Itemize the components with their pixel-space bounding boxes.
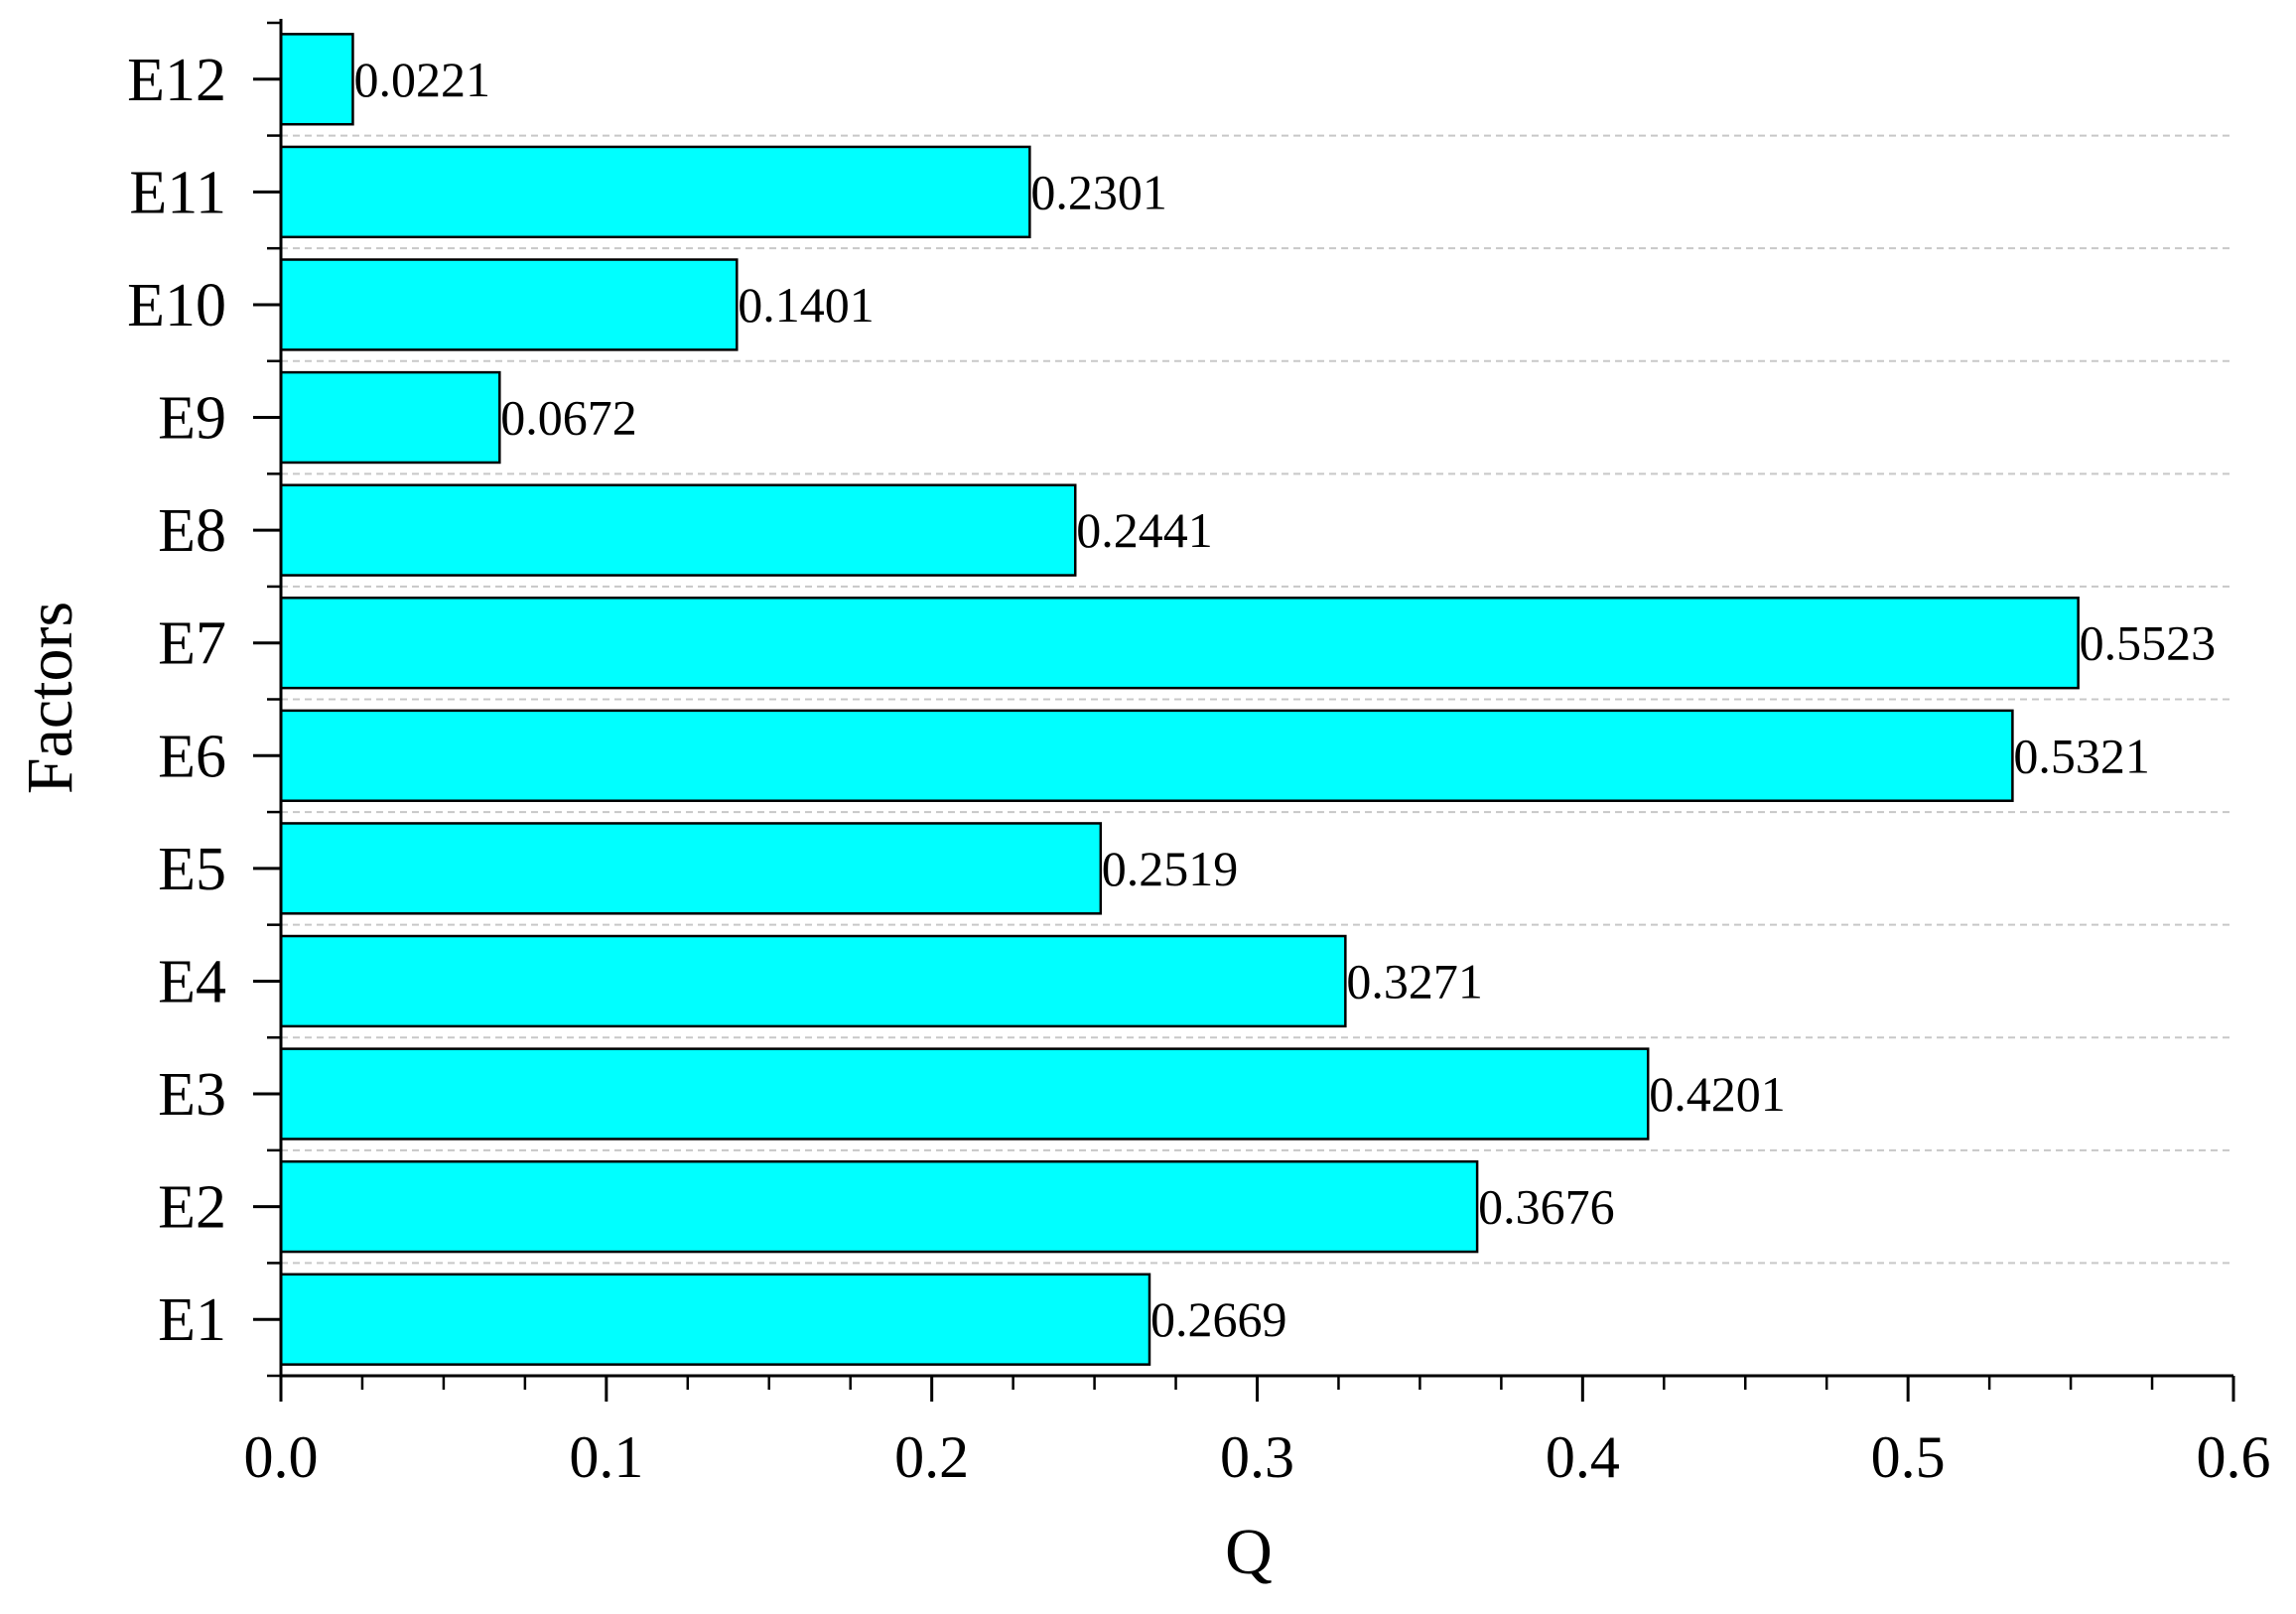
- x-tick-label: 0.4: [1546, 1424, 1620, 1490]
- axes: E1 E2 E3 E4 E5 E6 E7 E8 E9 E10 E11 E12 0.0 0.1 0.2 0.3 0…: [127, 19, 2271, 1490]
- bar-value-label: 0.1401: [738, 277, 875, 333]
- y-tick-label: E10: [127, 272, 226, 339]
- y-tick-label: E12: [127, 47, 226, 114]
- bar-value-label: 0.2519: [1102, 841, 1239, 896]
- bar-value-label: 0.4201: [1649, 1066, 1786, 1122]
- bar-value-label: 0.3676: [1478, 1179, 1615, 1235]
- y-tick-label: E4: [158, 948, 226, 1015]
- bar-value-label: 0.2301: [1030, 164, 1167, 219]
- y-tick-label: E9: [158, 385, 226, 453]
- bar-e10: [279, 258, 739, 351]
- bar-value-label: 0.5321: [2013, 728, 2150, 783]
- x-tick-label: 0.6: [2197, 1424, 2271, 1490]
- y-tick-label: E5: [158, 836, 226, 903]
- bar-value-label: 0.2441: [1076, 502, 1213, 558]
- y-tick-label: E6: [158, 723, 226, 790]
- bar-e3: [279, 1047, 1650, 1141]
- bar-e8: [279, 483, 1077, 577]
- bar-e11: [279, 145, 1031, 239]
- x-tick-label: 0.2: [894, 1424, 969, 1490]
- y-tick-label: E2: [158, 1174, 226, 1242]
- bar-e6: [279, 709, 2014, 802]
- y-tick-label: E11: [129, 159, 226, 226]
- bar-value-labels: 0.2669 0.3676 0.4201 0.3271 0.2519 0.5321 0.55…: [353, 52, 2216, 1347]
- x-tick-label: 0.1: [569, 1424, 643, 1490]
- y-tick-label: E8: [158, 497, 226, 565]
- bar-value-label: 0.0672: [500, 390, 636, 446]
- x-tick-label: 0.3: [1220, 1424, 1294, 1490]
- x-tick-label: 0.0: [244, 1424, 319, 1490]
- y-tick-label: E3: [158, 1061, 226, 1129]
- bar-value-label: 0.0221: [353, 52, 490, 107]
- bars: [279, 33, 2080, 1366]
- bar-e5: [279, 822, 1103, 915]
- x-axis-title: Q: [1225, 1516, 1273, 1588]
- bar-e12: [279, 33, 354, 126]
- bar-value-label: 0.3271: [1346, 953, 1483, 1009]
- bar-value-label: 0.2669: [1150, 1291, 1287, 1347]
- y-axis-title: Factors: [14, 602, 86, 794]
- bar-e4: [279, 934, 1347, 1028]
- y-tick-label: E7: [158, 610, 226, 678]
- gridlines: [281, 134, 2233, 1265]
- bar-e7: [279, 597, 2080, 690]
- bar-e9: [279, 370, 501, 465]
- x-tick-label: 0.5: [1871, 1424, 1946, 1490]
- bar-value-label: 0.5523: [2080, 615, 2217, 671]
- y-tick-label: E1: [158, 1286, 226, 1354]
- bar-e1: [279, 1273, 1151, 1366]
- bar-e2: [279, 1159, 1479, 1254]
